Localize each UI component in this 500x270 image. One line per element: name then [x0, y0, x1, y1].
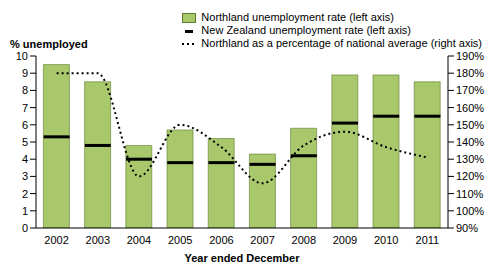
- svg-text:170%: 170%: [456, 84, 484, 96]
- svg-text:1: 1: [22, 205, 28, 217]
- svg-text:6: 6: [22, 119, 28, 131]
- html-text:Northland as a percentage of n: Northland as a percentage of national av…: [201, 37, 482, 49]
- svg-text:2004: 2004: [127, 234, 151, 246]
- svg-text:Year ended December: Year ended December: [185, 252, 301, 262]
- svg-text:90%: 90%: [456, 222, 478, 234]
- html-text:New Zealand unemployment rate: New Zealand unemployment rate (left axis…: [201, 24, 411, 36]
- svg-text:160%: 160%: [456, 102, 484, 114]
- svg-text:140%: 140%: [456, 136, 484, 148]
- svg-text:2007: 2007: [250, 234, 274, 246]
- svg-text:2: 2: [22, 188, 28, 200]
- svg-text:180%: 180%: [456, 67, 484, 79]
- svg-text:3: 3: [22, 170, 28, 182]
- svg-text:2010: 2010: [374, 234, 398, 246]
- svg-text:2006: 2006: [209, 234, 233, 246]
- svg-text:5: 5: [22, 136, 28, 148]
- svg-text:2002: 2002: [44, 234, 68, 246]
- svg-text:2009: 2009: [333, 234, 357, 246]
- svg-text:10: 10: [16, 50, 28, 62]
- svg-text:2005: 2005: [168, 234, 192, 246]
- svg-text:2003: 2003: [86, 234, 110, 246]
- svg-text:0: 0: [22, 222, 28, 234]
- svg-text:110%: 110%: [456, 188, 484, 200]
- svg-text:190%: 190%: [456, 50, 484, 62]
- svg-text:8: 8: [22, 84, 28, 96]
- html-text:% unemployed: % unemployed: [10, 38, 88, 50]
- svg-text:150%: 150%: [456, 119, 484, 131]
- svg-text:2008: 2008: [292, 234, 316, 246]
- html-text:Northland unemployment rate (l: Northland unemployment rate (left axis): [201, 11, 394, 23]
- svg-text:9: 9: [22, 67, 28, 79]
- svg-text:100%: 100%: [456, 205, 484, 217]
- svg-text:130%: 130%: [456, 153, 484, 165]
- svg-text:7: 7: [22, 102, 28, 114]
- svg-text:120%: 120%: [456, 170, 484, 182]
- svg-text:4: 4: [22, 153, 28, 165]
- svg-text:2011: 2011: [416, 234, 440, 246]
